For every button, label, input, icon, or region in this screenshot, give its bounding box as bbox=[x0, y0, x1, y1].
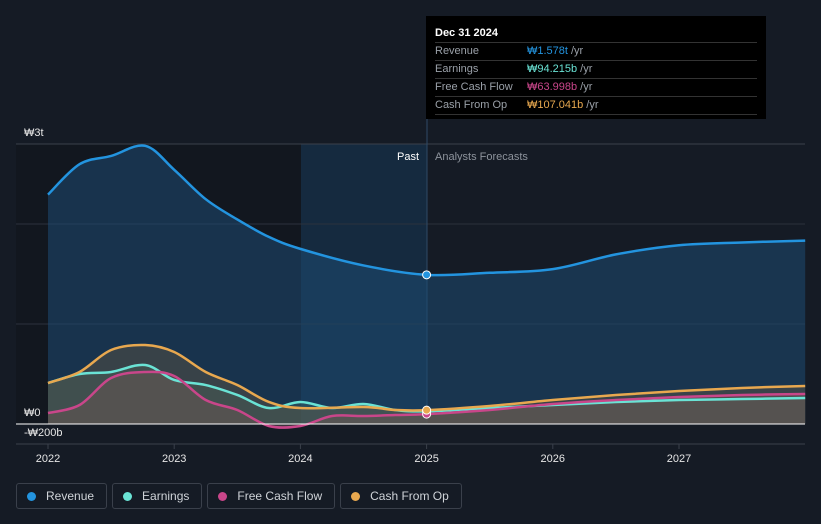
tooltip-row-revenue: Revenue ₩1.578t /yr bbox=[435, 43, 757, 61]
tooltip-unit: /yr bbox=[580, 63, 593, 75]
tooltip-value: ₩63.998b bbox=[527, 81, 578, 93]
x-tick-label: 2024 bbox=[288, 453, 312, 465]
legend-label: Free Cash Flow bbox=[237, 489, 323, 503]
tooltip-unit: /yr bbox=[570, 45, 584, 57]
tooltip: Dec 31 2024 Revenue ₩1.578t /yr Earnings… bbox=[426, 16, 766, 119]
tooltip-label: Revenue bbox=[435, 45, 480, 57]
legend-label: Cash From Op bbox=[370, 489, 449, 503]
dot-icon bbox=[351, 491, 361, 501]
legend-earnings[interactable]: Earnings bbox=[112, 483, 203, 509]
legend-label: Revenue bbox=[46, 489, 95, 503]
tooltip-unit: /yr bbox=[586, 99, 599, 111]
x-tick-label: 2022 bbox=[36, 453, 60, 465]
tooltip-value: ₩1.578t bbox=[527, 45, 568, 57]
revenue-line bbox=[47, 144, 806, 277]
y-tick-label: ₩3t bbox=[24, 127, 44, 139]
tooltip-row-cfo: Cash From Op ₩107.041b /yr bbox=[435, 97, 757, 115]
y-tick-label: -₩200b bbox=[24, 427, 63, 439]
cash-from-op-line bbox=[47, 343, 806, 412]
cash-from-op-area bbox=[48, 344, 806, 424]
revenue-area bbox=[48, 145, 806, 424]
legend-free-cash-flow[interactable]: Free Cash Flow bbox=[207, 483, 336, 509]
forecast-label: Analysts Forecasts bbox=[435, 151, 528, 163]
tooltip-row-fcf: Free Cash Flow ₩63.998b /yr bbox=[435, 79, 757, 97]
legend-revenue[interactable]: Revenue bbox=[16, 483, 108, 509]
dot-icon bbox=[123, 491, 133, 501]
legend: Revenue Earnings Free Cash Flow Cash Fro… bbox=[16, 483, 462, 509]
legend-label: Earnings bbox=[142, 489, 190, 503]
free-cash-flow-line bbox=[47, 370, 806, 429]
revenue-marker[interactable] bbox=[422, 270, 432, 280]
tooltip-label: Earnings bbox=[435, 63, 479, 75]
y-tick-label: ₩0 bbox=[24, 407, 41, 419]
dot-icon bbox=[27, 491, 36, 501]
tooltip-label: Cash From Op bbox=[435, 99, 508, 111]
dot-icon bbox=[218, 491, 228, 501]
tooltip-date: Dec 31 2024 bbox=[435, 24, 757, 43]
tooltip-label: Free Cash Flow bbox=[435, 81, 513, 93]
cash-from-op-marker[interactable] bbox=[422, 405, 432, 415]
legend-cash-from-op[interactable]: Cash From Op bbox=[340, 483, 462, 509]
tooltip-unit: /yr bbox=[580, 81, 593, 93]
tooltip-value: ₩94.215b bbox=[527, 63, 578, 75]
free-cash-flow-area bbox=[48, 371, 806, 428]
past-label: Past bbox=[397, 151, 419, 163]
x-tick-label: 2025 bbox=[414, 453, 438, 465]
tooltip-value: ₩107.041b bbox=[527, 99, 584, 111]
x-tick-label: 2026 bbox=[541, 453, 565, 465]
tooltip-row-earnings: Earnings ₩94.215b /yr bbox=[435, 61, 757, 79]
x-tick-label: 2023 bbox=[162, 453, 186, 465]
x-tick-label: 2027 bbox=[667, 453, 691, 465]
